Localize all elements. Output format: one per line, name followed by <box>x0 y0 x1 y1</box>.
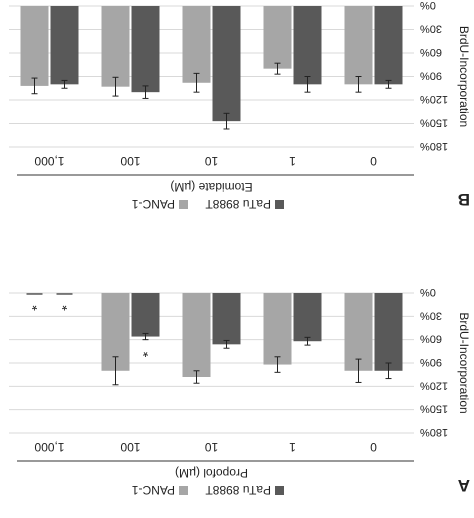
y-tick-label: 150% <box>420 117 448 129</box>
bar <box>131 293 160 337</box>
significance-marker: * <box>61 298 67 314</box>
bar <box>263 6 292 69</box>
x-category-label: 10 <box>205 440 219 454</box>
legend-swatch <box>179 486 188 495</box>
y-tick-label: 180% <box>420 140 448 152</box>
y-tick-label: 180% <box>420 426 448 438</box>
y-tick-label: 0% <box>420 0 436 11</box>
bar <box>182 293 211 377</box>
y-tick-label: 30% <box>420 23 442 35</box>
y-tick-label: 150% <box>420 403 448 415</box>
x-category-label: 100 <box>120 154 140 168</box>
y-tick-label: 60% <box>420 333 442 345</box>
panel-b: B PaTu 8988T PANC-1 0% 30% 60% 90% 120% 150% 180%… <box>9 0 471 211</box>
legend-label: PANC-1 <box>132 483 175 497</box>
bar <box>263 293 292 365</box>
y-tick-label: 0% <box>420 286 436 298</box>
x-axis-title: Etomidate (µM) <box>170 180 252 194</box>
bar <box>344 293 373 371</box>
bar <box>374 6 403 85</box>
bar <box>212 6 241 122</box>
y-tick-label: 30% <box>420 309 442 321</box>
significance-marker: * <box>31 298 37 314</box>
y-tick-label: 120% <box>420 93 448 105</box>
bar <box>374 293 403 371</box>
x-category-label: 100 <box>120 440 140 454</box>
x-axis-title: Propofol (µM) <box>175 466 248 480</box>
x-category-label: 0 <box>370 154 377 168</box>
y-tick-label: 90% <box>420 356 442 368</box>
panel-label: A <box>458 476 470 495</box>
y-axis-label: BrdU-Incorporation <box>457 312 471 413</box>
bar <box>20 6 49 86</box>
y-tick-label: 90% <box>420 70 442 82</box>
bar <box>293 293 322 342</box>
x-category-label: 1,000 <box>34 154 64 168</box>
legend-swatch <box>179 200 188 209</box>
significance-marker: * <box>142 345 148 361</box>
bar <box>50 6 79 85</box>
x-category-label: 1,000 <box>34 440 64 454</box>
bar <box>212 293 241 345</box>
x-category-label: 1 <box>289 440 296 454</box>
bar <box>182 6 211 83</box>
legend-label: PaTu 8988T <box>205 197 271 211</box>
bar <box>131 6 160 93</box>
legend-swatch <box>275 200 284 209</box>
y-axis-label: BrdU-Incorporation <box>457 26 471 127</box>
legend-label: PANC-1 <box>132 197 175 211</box>
panel-label: B <box>458 190 470 209</box>
panel-a: A PaTu 8988T PANC-1 0% 30% 60% 90% 120% 150% 180%… <box>9 286 471 497</box>
x-category-label: 10 <box>205 154 219 168</box>
legend-swatch <box>275 486 284 495</box>
legend-label: PaTu 8988T <box>205 483 271 497</box>
y-tick-label: 120% <box>420 379 448 391</box>
bar <box>101 6 130 87</box>
y-tick-label: 60% <box>420 46 442 58</box>
x-category-label: 1 <box>289 154 296 168</box>
bar <box>293 6 322 85</box>
bar <box>344 6 373 85</box>
x-category-label: 0 <box>370 440 377 454</box>
